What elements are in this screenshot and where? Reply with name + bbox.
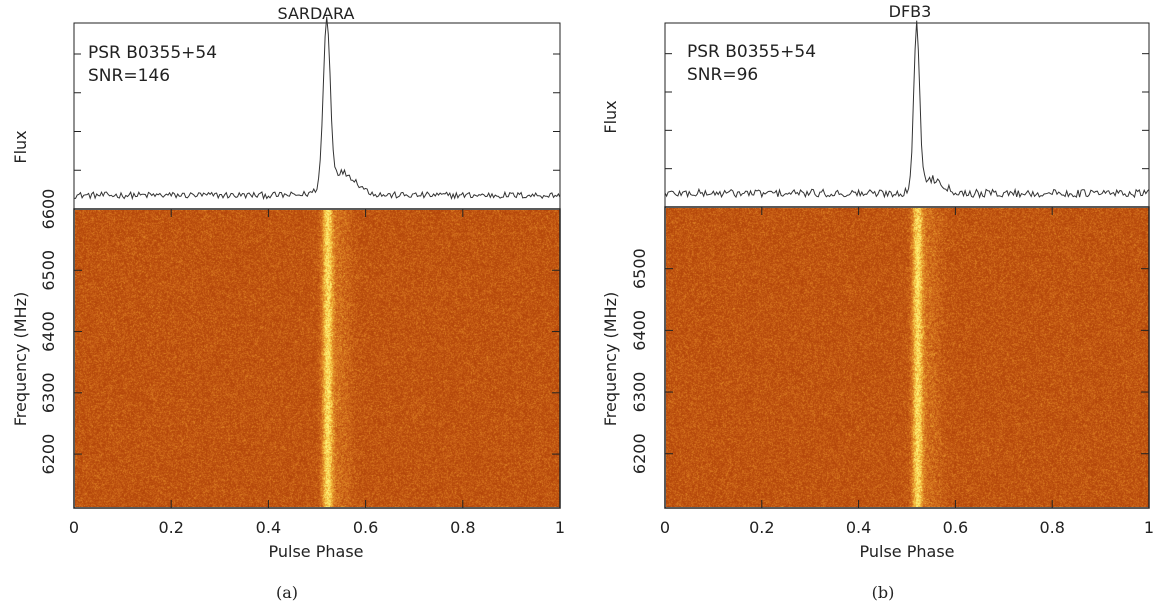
x-tick-label: 0 xyxy=(69,518,79,537)
chart-a-heatmap-frame xyxy=(73,208,561,509)
y-tick-label: 6300 xyxy=(630,372,649,413)
panel-a: SARDARA PSR B0355+54 SNR=146 Flux 0 0.2 0.… xyxy=(0,0,582,611)
chart-b-ylabel: Frequency (MHz) xyxy=(601,292,620,426)
y-tick-label: 6300 xyxy=(39,372,58,413)
chart-b-annotation-name: PSR B0355+54 xyxy=(687,42,816,62)
chart-b-x-ticks: 0 0.2 0.4 0.6 0.8 1 xyxy=(660,207,1154,537)
chart-a-profile-frame xyxy=(73,22,561,210)
chart-b-profile-frame xyxy=(664,22,1150,208)
x-tick-label: 1 xyxy=(1144,518,1154,537)
y-tick-label: 6200 xyxy=(39,434,58,475)
y-tick-label: 6600 xyxy=(39,189,58,230)
chart-a-annotation-snr: SNR=146 xyxy=(88,66,170,86)
chart-a-title: SARDARA xyxy=(278,4,355,23)
chart-b-panel-label: (b) xyxy=(872,583,895,602)
y-tick-label: 6500 xyxy=(39,250,58,291)
chart-b-svg: DFB3 PSR B0355+54 SNR=96 Flux 0 0.2 0.4 0.6… xyxy=(601,2,1154,602)
chart-a-y-ticks: 6200 6300 6400 6500 6600 xyxy=(39,189,560,475)
x-tick-label: 0.2 xyxy=(749,518,774,537)
chart-a-profile-line xyxy=(74,16,561,201)
y-tick-label: 6400 xyxy=(630,310,649,351)
x-tick-label: 0.4 xyxy=(846,518,871,537)
chart-a-heatmap xyxy=(75,210,560,507)
chart-a-heatmap-container xyxy=(75,210,560,507)
chart-a-annotation-name: PSR B0355+54 xyxy=(88,43,217,63)
chart-b-heatmap-container xyxy=(666,208,1149,507)
chart-b-heatmap xyxy=(666,208,1149,507)
chart-b-y-ticks: 6200 6300 6400 6500 xyxy=(630,248,1149,474)
y-tick-label: 6400 xyxy=(39,311,58,352)
x-tick-label: 0.6 xyxy=(943,518,968,537)
chart-b-heatmap-frame xyxy=(664,206,1150,509)
chart-b-xlabel: Pulse Phase xyxy=(860,542,955,561)
chart-a-x-ticks: 0 0.2 0.4 0.6 0.8 1 xyxy=(69,209,565,537)
chart-b-profile-ylabel: Flux xyxy=(601,100,620,133)
x-tick-label: 1 xyxy=(555,518,565,537)
chart-b-title: DFB3 xyxy=(889,2,932,21)
x-tick-label: 0.6 xyxy=(353,518,378,537)
x-tick-label: 0.2 xyxy=(158,518,183,537)
chart-a-ylabel: Frequency (MHz) xyxy=(11,292,30,426)
chart-a-panel-label: (a) xyxy=(276,583,298,602)
y-tick-label: 6200 xyxy=(630,433,649,474)
chart-a-xlabel: Pulse Phase xyxy=(269,542,364,561)
chart-b-profile-line xyxy=(664,20,1150,200)
x-tick-label: 0.4 xyxy=(256,518,281,537)
chart-a-profile-ylabel: Flux xyxy=(11,130,30,163)
chart-a-svg: SARDARA PSR B0355+54 SNR=146 Flux 0 0.2 0.… xyxy=(11,4,565,602)
chart-b-annotation-snr: SNR=96 xyxy=(687,65,758,85)
chart-b-profile-ticks xyxy=(665,53,1149,170)
x-tick-label: 0 xyxy=(660,518,670,537)
y-tick-label: 6500 xyxy=(630,248,649,289)
panel-b: DFB3 PSR B0355+54 SNR=96 Flux 0 0.2 0.4 0.6… xyxy=(583,0,1165,611)
x-tick-label: 0.8 xyxy=(1039,518,1064,537)
x-tick-label: 0.8 xyxy=(450,518,475,537)
chart-a-profile-ticks xyxy=(74,53,560,171)
